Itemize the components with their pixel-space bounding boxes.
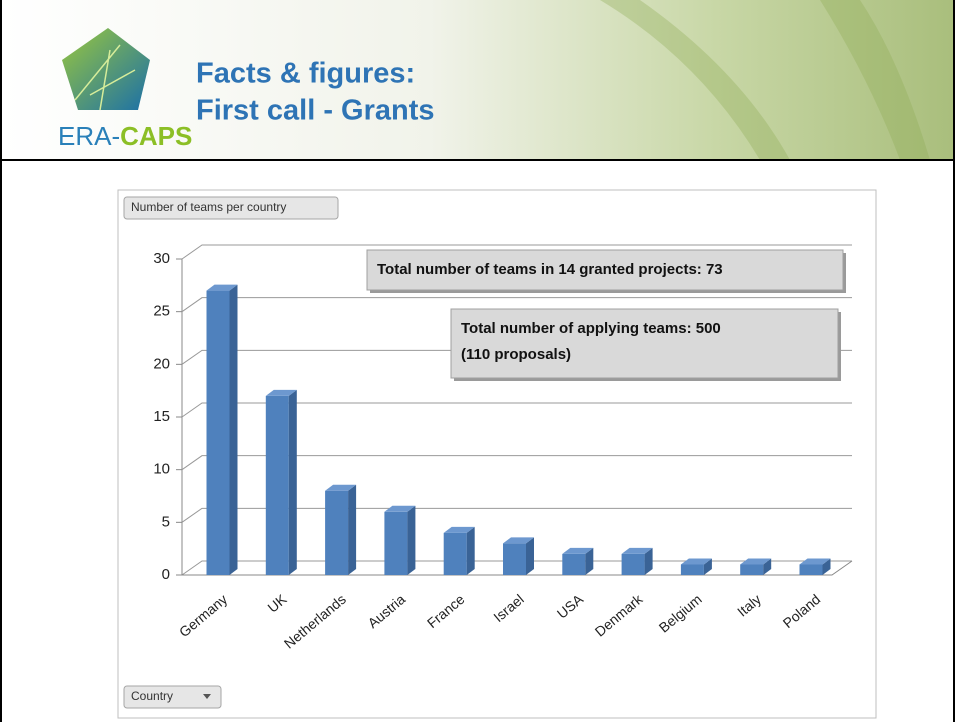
y-tick-label: 30 [153, 250, 170, 267]
bar-top [799, 558, 831, 565]
bar [384, 505, 416, 575]
bar [503, 537, 534, 575]
grid-line [181, 244, 852, 260]
bar [799, 558, 831, 575]
bar-top [621, 547, 653, 554]
bar-front [325, 490, 349, 575]
grid-line [181, 297, 852, 313]
annotation-text: Total number of applying teams: 500 [461, 320, 721, 337]
bar [562, 547, 594, 575]
leaf-decoration [600, 0, 930, 160]
bar-top [384, 505, 416, 512]
slide-title: Facts & figures: [196, 58, 415, 90]
bar-side [644, 547, 653, 575]
grid-line [181, 455, 852, 471]
slide-title: First call - Grants [196, 95, 435, 127]
bar-front [680, 564, 704, 575]
bar-front [799, 564, 823, 575]
bar-top [443, 526, 475, 533]
y-tick-label: 25 [153, 303, 170, 320]
bar-front [206, 290, 230, 575]
bar-side [229, 284, 238, 575]
axis-field-label: Country [131, 689, 173, 703]
values-field-label: Number of teams per country [131, 200, 286, 214]
bar-front [265, 395, 289, 575]
bar [443, 526, 475, 575]
bar-side [288, 389, 297, 575]
annotation-text: (110 proposals) [461, 346, 571, 363]
annotation-box [366, 249, 844, 291]
y-tick-label: 10 [153, 461, 170, 478]
bar-side [703, 558, 712, 575]
bar-top [740, 558, 772, 565]
bar [680, 558, 712, 575]
bar-side [466, 526, 475, 575]
axis-field-button[interactable] [123, 685, 222, 709]
bar-side [348, 484, 357, 575]
bar [740, 558, 772, 575]
bar-front [384, 511, 408, 575]
bar-front [740, 564, 764, 575]
bar-front [503, 543, 526, 575]
bar-top [325, 484, 357, 491]
bar-front [443, 532, 467, 575]
y-tick-label: 5 [162, 513, 170, 530]
bar-front [562, 553, 586, 575]
annotation-text: Total number of teams in 14 granted proj… [377, 261, 723, 278]
y-tick-label: 0 [162, 566, 170, 583]
bar [265, 389, 297, 575]
bar [621, 547, 653, 575]
annotation-box [450, 308, 839, 379]
dropdown-arrow [203, 694, 211, 699]
grid-line [181, 507, 852, 523]
bar [206, 284, 238, 575]
bar-top [206, 284, 238, 291]
header-background [0, 0, 955, 160]
bar-front [621, 553, 645, 575]
logo-text: ERA-CAPS [58, 121, 192, 151]
bar [325, 484, 357, 575]
y-tick-label: 15 [153, 408, 170, 425]
values-field-button[interactable] [123, 196, 339, 220]
bar-top [503, 537, 534, 544]
bar-top [562, 547, 594, 554]
bar-side [585, 547, 594, 575]
grid-line [181, 402, 852, 418]
bar-side [407, 505, 416, 575]
bar-side [526, 537, 534, 575]
logo-lines [74, 44, 136, 111]
bar-side [763, 558, 772, 575]
bar-side [822, 558, 831, 575]
bar-top [680, 558, 712, 565]
y-tick-label: 20 [153, 355, 170, 372]
bar-top [265, 389, 297, 396]
